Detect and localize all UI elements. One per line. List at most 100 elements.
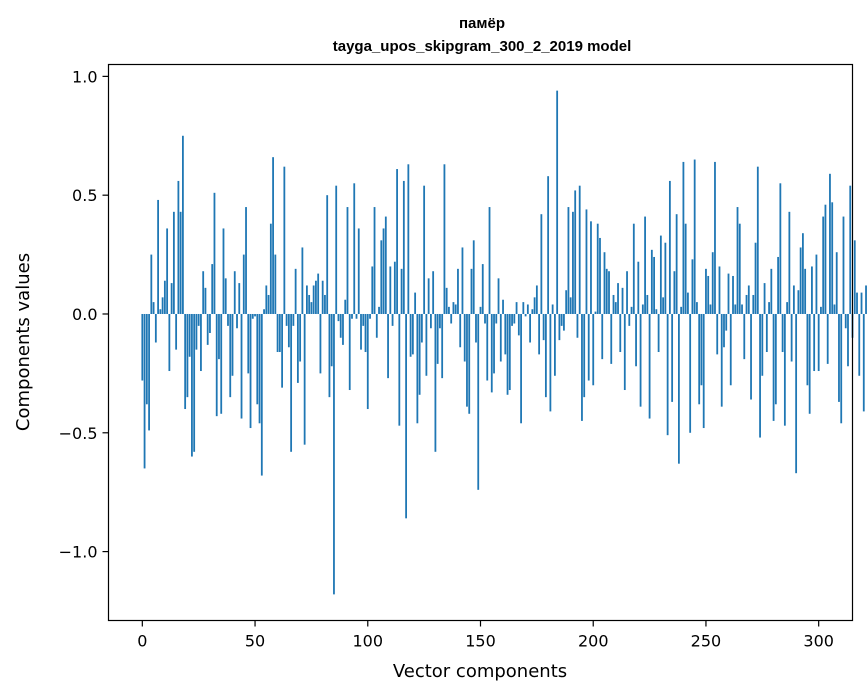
bar-112 [393, 261, 396, 314]
y-axis-label: Components values [13, 253, 34, 431]
bar-272 [754, 242, 757, 314]
bar-139 [454, 304, 457, 314]
bar-52 [258, 313, 261, 424]
bar-201 [594, 311, 597, 314]
bar-238 [678, 313, 680, 464]
bar-298 [813, 313, 816, 372]
bar-252 [709, 304, 712, 314]
bar-137 [450, 313, 453, 324]
bar-254 [714, 161, 716, 314]
bar-129 [432, 271, 435, 314]
bar-316 [853, 240, 856, 314]
bar-234 [668, 180, 671, 314]
bar-253 [711, 252, 714, 314]
bar-292 [799, 247, 802, 314]
bar-175 [535, 285, 538, 314]
bar-152 [484, 313, 486, 324]
bar-6 [154, 313, 157, 343]
bar-309 [838, 313, 840, 402]
bar-257 [720, 313, 723, 407]
bar-248 [700, 313, 703, 386]
bar-196 [583, 313, 586, 398]
bar-288 [790, 313, 793, 362]
x-axis-label: Vector components [393, 661, 567, 682]
bar-122 [416, 313, 419, 424]
bar-285 [783, 313, 786, 426]
bar-233 [666, 313, 669, 436]
bar-32 [213, 192, 216, 314]
bar-107 [382, 228, 385, 314]
bar-174 [533, 297, 536, 314]
bar-10 [163, 280, 166, 314]
bar-135 [445, 287, 448, 314]
bar-106 [380, 240, 383, 314]
bar-71 [301, 247, 304, 314]
x-tick-label: 0 [137, 632, 147, 651]
bar-134 [443, 164, 446, 314]
bar-41 [233, 271, 236, 314]
bar-294 [804, 268, 807, 314]
bar-101 [369, 313, 371, 319]
bar-274 [759, 313, 761, 438]
y-tick-label: 0.5 [72, 186, 97, 205]
bar-70 [299, 313, 302, 362]
y-axis-ticks: −1.0 −0.5 0.0 0.5 1.0 [59, 67, 109, 562]
bar-98 [362, 313, 365, 326]
bar-317 [856, 292, 858, 314]
bar-172 [529, 313, 531, 343]
bar-150 [479, 306, 482, 314]
bar-209 [612, 294, 615, 314]
bar-261 [729, 313, 732, 386]
bar-307 [833, 304, 836, 314]
bar-93 [351, 313, 353, 319]
y-tick-label: 0.0 [72, 305, 97, 324]
bar-42 [236, 313, 238, 329]
bar-91 [346, 207, 349, 314]
y-tick-label: −1.0 [59, 543, 98, 562]
bar-77 [315, 280, 317, 314]
bar-140 [457, 268, 459, 314]
bar-11 [166, 228, 169, 314]
bar-267 [743, 313, 746, 360]
bar-65 [287, 313, 290, 348]
bar-165 [513, 313, 516, 324]
bar-291 [797, 290, 800, 314]
bar-39 [229, 313, 232, 398]
bar-182 [551, 304, 554, 314]
bar-149 [477, 313, 480, 490]
bar-177 [540, 214, 543, 314]
bar-84 [330, 313, 333, 367]
bar-0 [141, 313, 144, 381]
bar-211 [617, 283, 619, 314]
bar-278 [768, 302, 770, 314]
x-axis-ticks: 0 50 100 150 200 250 300 [137, 620, 834, 651]
bars-group [141, 90, 867, 595]
bar-271 [752, 294, 755, 314]
x-tick-label: 50 [245, 632, 265, 651]
bar-163 [508, 313, 511, 391]
bar-183 [554, 313, 556, 376]
bar-212 [619, 313, 622, 353]
bar-148 [475, 313, 477, 343]
bar-277 [765, 313, 768, 353]
x-tick-label: 150 [465, 632, 496, 651]
bar-66 [290, 313, 293, 452]
bar-9 [161, 297, 164, 314]
bar-147 [472, 240, 475, 314]
bar-105 [378, 306, 380, 314]
bar-295 [806, 313, 809, 386]
bar-63 [283, 166, 286, 314]
bar-180 [547, 176, 550, 314]
bar-90 [344, 299, 347, 314]
bar-227 [653, 256, 655, 314]
bar-138 [452, 302, 455, 314]
bar-284 [781, 313, 784, 353]
bar-94 [353, 183, 356, 314]
bar-215 [626, 271, 628, 314]
bar-194 [578, 185, 581, 314]
bar-157 [495, 313, 498, 324]
bar-171 [526, 304, 529, 314]
bar-243 [689, 313, 692, 433]
bar-249 [702, 313, 705, 429]
bar-79 [319, 313, 322, 374]
